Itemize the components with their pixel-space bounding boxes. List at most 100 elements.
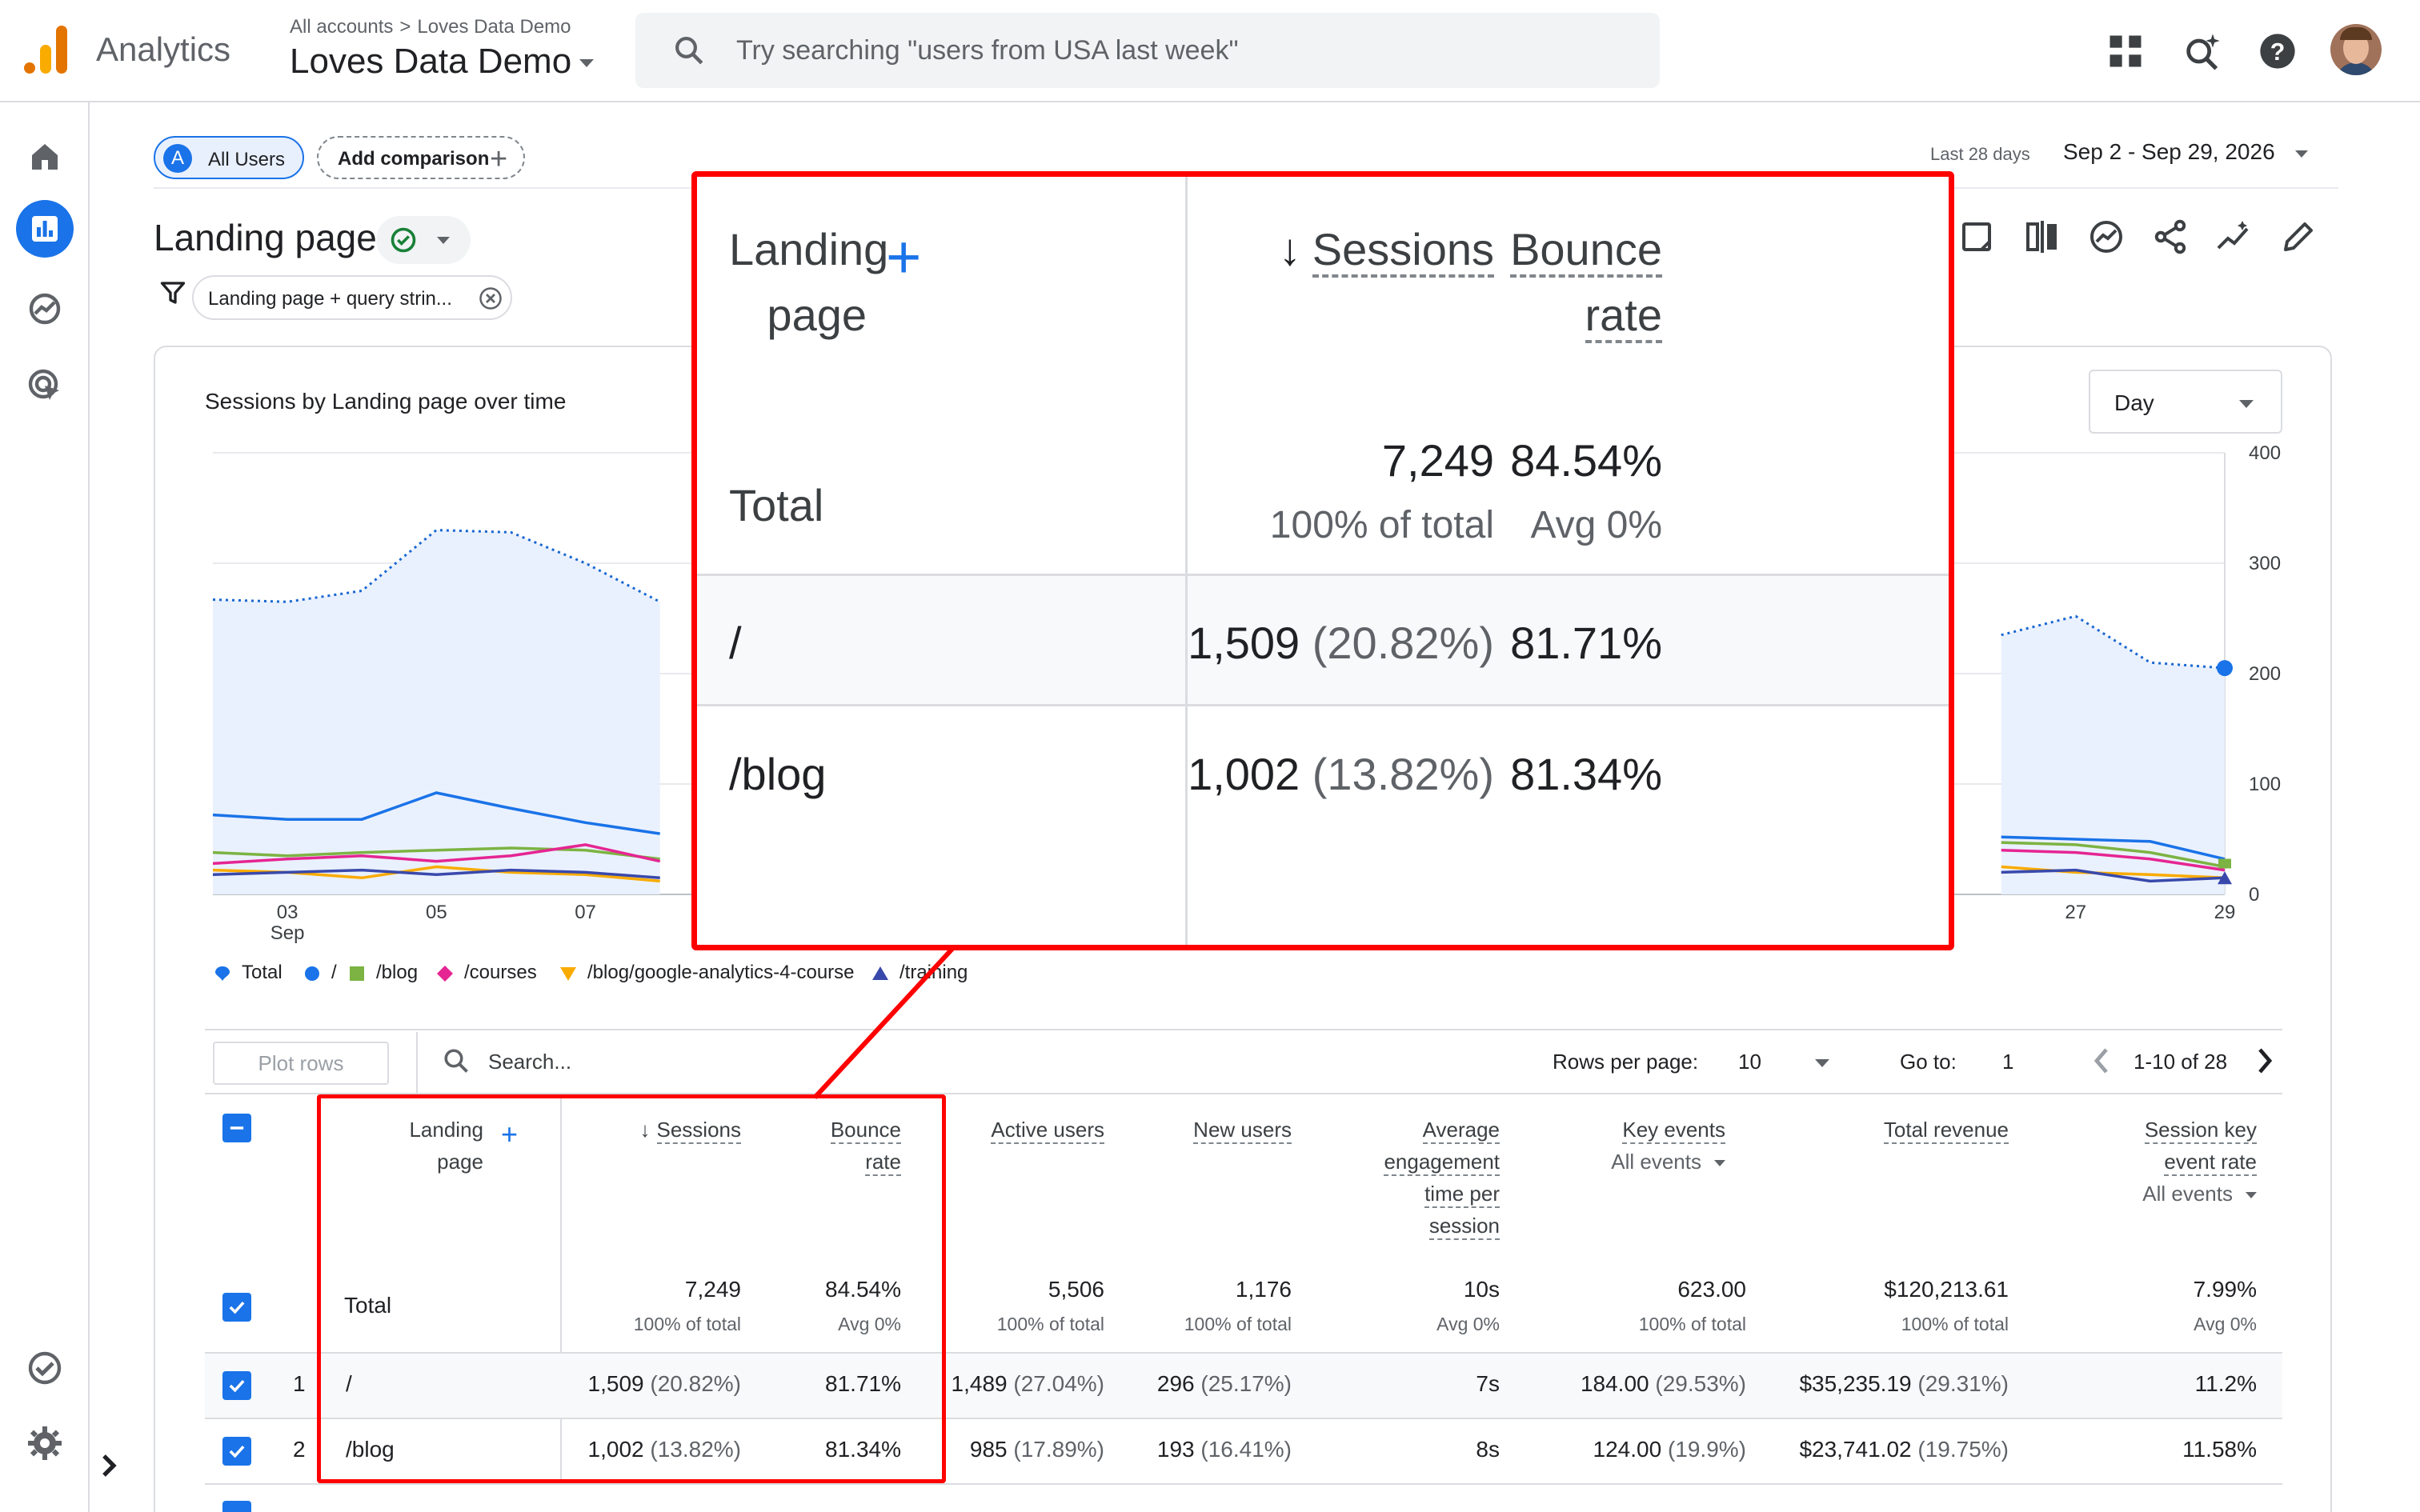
trend-icon[interactable] <box>2215 218 2254 256</box>
row-landing-page[interactable]: / <box>346 1371 352 1396</box>
session-key-dropdown[interactable]: All events <box>2049 1178 2257 1210</box>
share-icon[interactable] <box>2151 218 2190 256</box>
column-divider <box>1185 177 1188 945</box>
row-revenue: $35,235.19 (29.31%) <box>1799 1371 2009 1396</box>
chevron-down-icon <box>437 237 450 244</box>
filter-icon <box>160 282 186 304</box>
date-range-picker[interactable]: Sep 2 - Sep 29, 2026 <box>2063 139 2275 164</box>
select-all-checkbox[interactable] <box>222 1114 251 1142</box>
key-events-dropdown[interactable]: All events <box>1553 1146 1725 1178</box>
total-row-checkbox[interactable] <box>222 1293 251 1322</box>
chevron-right-icon[interactable] <box>2252 1045 2278 1077</box>
legend-marker-icon <box>215 966 230 981</box>
rows-per-page-select[interactable]: 10 <box>1738 1050 1761 1074</box>
divider <box>205 1483 2282 1485</box>
reports-icon[interactable] <box>26 210 64 248</box>
arrow-down-icon: ↓ <box>639 1118 651 1142</box>
zoom-total-label: Total <box>729 480 824 530</box>
divider <box>697 704 1949 706</box>
granularity-select[interactable]: Day <box>2089 370 2282 434</box>
breadcrumb[interactable]: All accounts > Loves Data Demo <box>290 16 571 38</box>
analytics-logo[interactable] <box>24 26 69 74</box>
row-bounce: 81.34% <box>825 1437 901 1462</box>
column-divider <box>560 1094 562 1482</box>
svg-text:?: ? <box>2270 39 2286 66</box>
col-header-bounce-rate[interactable]: Bounce rate <box>768 1114 901 1178</box>
compare-icon[interactable] <box>2023 218 2061 256</box>
col-header-key-events[interactable]: Key events All events <box>1553 1114 1725 1178</box>
date-range-label: Last 28 days <box>1930 144 2030 164</box>
row-checkbox[interactable] <box>222 1501 251 1512</box>
legend-marker-icon <box>560 967 576 981</box>
global-search-bar[interactable] <box>635 13 1660 88</box>
report-status-chip[interactable] <box>376 216 471 264</box>
apps-grid-icon[interactable] <box>2105 30 2146 72</box>
total-engagement-sub: Avg 0% <box>1436 1314 1500 1334</box>
account-selector[interactable]: Loves Data Demo <box>290 42 595 82</box>
col-header-active-users[interactable]: Active users <box>944 1114 1104 1146</box>
add-comparison-button[interactable]: Add comparison + <box>317 136 525 179</box>
legend-label: /training <box>899 962 968 983</box>
row-landing-page[interactable]: /blog <box>346 1437 395 1462</box>
segment-chip[interactable]: A All Users <box>154 136 304 179</box>
col-header-total-revenue[interactable]: Total revenue <box>1793 1114 2009 1146</box>
total-revenue-sub: 100% of total <box>1901 1314 2009 1334</box>
pagination-range: 1-10 of 28 <box>2134 1050 2228 1074</box>
plot-rows-button[interactable]: Plot rows <box>213 1042 389 1085</box>
row-bounce: 81.71% <box>825 1371 901 1396</box>
highlight-box <box>317 1094 946 1483</box>
breadcrumb-all-accounts[interactable]: All accounts <box>290 16 394 38</box>
goto-input[interactable]: 1 <box>2002 1050 2014 1074</box>
column-divider <box>1185 576 1188 704</box>
admin-tasks-icon[interactable] <box>26 1349 64 1387</box>
goto-label: Go to: <box>1900 1050 1957 1074</box>
zoom-plus-icon: + <box>886 223 922 291</box>
home-icon[interactable] <box>26 138 64 176</box>
search-icon <box>675 37 703 65</box>
total-sessions: 7,249 <box>684 1277 741 1302</box>
zoom-row-page: /blog <box>729 749 827 799</box>
chevron-down-icon <box>2239 400 2254 408</box>
zoom-row <box>697 576 1949 704</box>
chevron-down-icon[interactable] <box>2295 150 2308 158</box>
row-revenue: $23,741.02 (19.75%) <box>1799 1437 2009 1462</box>
close-icon[interactable] <box>479 286 503 310</box>
advertising-icon[interactable] <box>26 366 64 405</box>
col-header-avg-engagement[interactable]: Average engagement time per session <box>1328 1114 1500 1242</box>
zoom-total-bounce-sub: Avg 0% <box>1530 504 1662 546</box>
legend-marker-icon <box>437 966 453 982</box>
breadcrumb-account[interactable]: Loves Data Demo <box>417 16 571 38</box>
row-checkbox[interactable] <box>222 1371 251 1400</box>
add-dimension-plus-icon[interactable]: + <box>501 1118 519 1150</box>
search-insights-icon[interactable] <box>2182 30 2223 72</box>
row-sessions: 1,002 (13.82%) <box>587 1437 741 1462</box>
edit-icon[interactable] <box>2279 218 2318 256</box>
filter-chip[interactable]: Landing page + query strin... <box>192 275 512 320</box>
table-search-input[interactable] <box>488 1043 808 1080</box>
col-header-new-users[interactable]: New users <box>1136 1114 1292 1146</box>
avatar[interactable] <box>2330 24 2382 75</box>
row-active: 1,489 (27.04%) <box>951 1371 1104 1396</box>
plus-icon: + <box>490 142 508 176</box>
help-icon[interactable]: ? <box>2257 30 2298 72</box>
zoom-row-page: / <box>729 618 742 668</box>
settings-icon[interactable] <box>26 1424 64 1462</box>
global-search-input[interactable] <box>736 29 1617 72</box>
chevron-left-icon[interactable] <box>2089 1045 2114 1077</box>
top-bar: Analytics All accounts > Loves Data Demo L… <box>0 0 2420 102</box>
divider <box>205 1029 2282 1030</box>
total-key-events: 623.00 <box>1677 1277 1746 1302</box>
customize-report-icon[interactable] <box>1959 218 1997 256</box>
col-header-landing-page[interactable]: Landing page <box>409 1118 483 1174</box>
insights-icon[interactable] <box>2087 218 2126 256</box>
chevron-down-icon[interactable] <box>1815 1059 1829 1067</box>
explore-icon[interactable] <box>26 290 64 328</box>
row-number: 2 <box>293 1437 306 1462</box>
col-header-session-key-event-rate[interactable]: Session key event rate All events <box>2049 1114 2257 1210</box>
col-header-sessions[interactable]: ↓ Sessions <box>608 1114 741 1146</box>
chevron-right-icon[interactable] <box>90 1440 128 1491</box>
row-checkbox[interactable] <box>222 1437 251 1466</box>
row-number: 1 <box>293 1371 306 1396</box>
table-row[interactable] <box>205 1354 2282 1418</box>
legend-marker-icon <box>350 966 364 981</box>
